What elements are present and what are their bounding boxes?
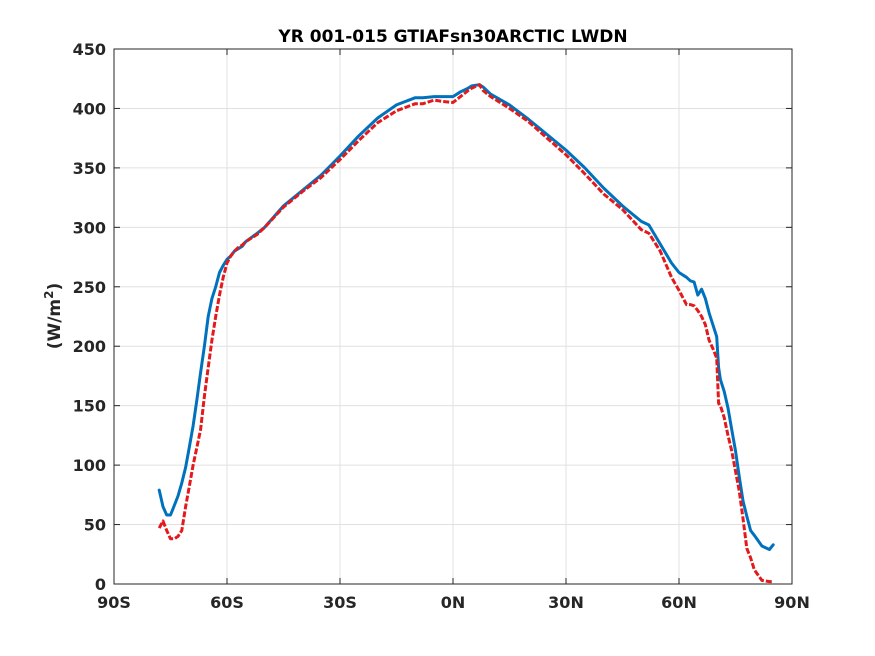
y-tick-label: 300	[73, 218, 106, 237]
y-tick-label: 350	[73, 159, 106, 178]
y-tick-label: 250	[73, 278, 106, 297]
x-tick-label: 60N	[661, 593, 697, 612]
x-tick-label: 30S	[323, 593, 357, 612]
y-tick-label: 100	[73, 456, 106, 475]
x-tick-label: 90N	[774, 593, 810, 612]
ticks: 90S 60S 30S 0N 30N 60N 90N 0 50 100 150 200 250 300 35…	[73, 40, 810, 612]
y-axis-label-suffix: )	[45, 283, 65, 291]
x-tick-label: 90S	[97, 593, 131, 612]
y-axis-label-prefix: (W/m	[45, 299, 65, 349]
y-tick-label: 150	[73, 397, 106, 416]
y-axis-label-sup: 2	[42, 290, 56, 298]
y-tick-label: 200	[73, 337, 106, 356]
x-tick-label: 0N	[441, 593, 466, 612]
x-tick-label: 60S	[210, 593, 244, 612]
series-line-2	[157, 83, 774, 584]
x-tick-label: 30N	[548, 593, 584, 612]
y-axis-label: (W/m2)	[42, 283, 65, 350]
y-tick-label: 0	[95, 575, 106, 594]
series-layer	[157, 83, 775, 584]
chart-title: YR 001-015 GTIAFsn30ARCTIC LWDN	[277, 27, 627, 47]
y-tick-label: 400	[73, 99, 106, 118]
y-tick-label: 50	[84, 516, 106, 535]
y-tick-label: 450	[73, 40, 106, 59]
